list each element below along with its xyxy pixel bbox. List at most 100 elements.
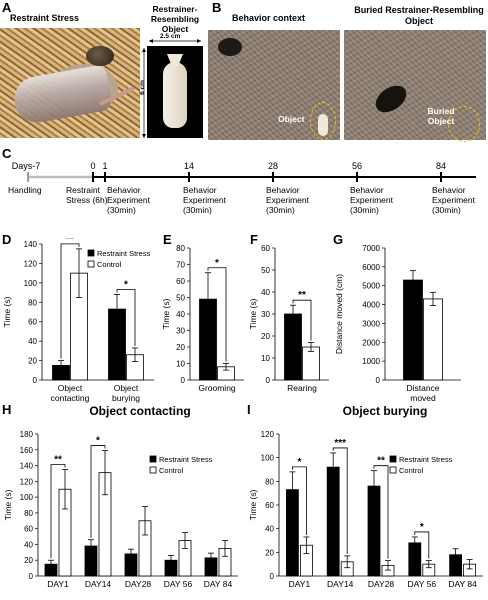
y-tick-label: 100 <box>20 493 34 502</box>
y-tick-label: 20 <box>28 357 37 366</box>
significance-bracket <box>292 299 312 341</box>
y-tick-label: 60 <box>261 244 270 253</box>
chart-h: Object contacting 0 20 40 60 80 100 120 140 160 18… <box>3 404 238 589</box>
panel-letter-c: C <box>2 146 12 161</box>
y-axis-label: Time (s) <box>2 296 12 327</box>
significance-label: ** <box>54 455 62 466</box>
panel-letter-e: E <box>163 232 172 247</box>
y-tick-label: 2000 <box>362 338 380 347</box>
timeline-day-label: Days-7 <box>12 161 41 171</box>
y-tick-label: 180 <box>20 430 34 439</box>
y-tick-label: 4000 <box>362 301 380 310</box>
y-tick-label: 20 <box>176 343 185 352</box>
object-shape <box>163 62 187 128</box>
behavior-context-photo: Object <box>208 30 340 140</box>
x-tick-label: DAY1 <box>289 579 311 589</box>
x-tick-label: Grooming <box>198 383 236 393</box>
y-tick-label: 160 <box>20 446 34 455</box>
timeline: Days-7 0 1 14 28 56 84 Handling RestraintStress … <box>8 161 476 215</box>
legend-swatch <box>389 455 397 463</box>
object-knot <box>167 54 183 66</box>
timeline-day-label: 1 <box>102 161 107 171</box>
timeline-day-label: 14 <box>184 161 194 171</box>
timeline-event-label: (30min) <box>107 205 136 215</box>
y-tick-label: 120 <box>24 259 38 268</box>
y-axis-label: Time (s) <box>248 489 258 520</box>
y-tick-label: 100 <box>24 279 38 288</box>
legend-swatch <box>149 455 157 463</box>
timeline-event-label: Behavior <box>183 185 217 195</box>
timeline-day-label: 84 <box>436 161 446 171</box>
x-tick-label: Rearing <box>287 383 317 393</box>
chart-e: 0 10 20 30 40 50 60 70 80 Time (s) Grooming * <box>161 244 244 393</box>
x-tick-label: DAY 56 <box>164 579 193 589</box>
y-tick-label: 10 <box>176 360 185 369</box>
significance-bracket <box>60 243 80 359</box>
x-tick-label: contacting <box>51 393 90 403</box>
y-tick-label: 6000 <box>362 263 380 272</box>
bar <box>284 313 302 381</box>
restraint-stress-photo <box>0 28 140 138</box>
legend-label: Control <box>399 466 424 475</box>
chart-title: Object contacting <box>89 404 190 418</box>
bar <box>423 298 443 381</box>
y-tick-label: 40 <box>28 337 37 346</box>
buried-object-label: Buried Object <box>427 106 455 126</box>
x-tick-label: DAY 56 <box>408 579 437 589</box>
chart-i: Object burying 0 20 40 60 80 100 120 Time (s) DAY… <box>248 404 483 589</box>
panel-letter-g: G <box>333 232 344 247</box>
y-tick-label: 80 <box>176 244 185 253</box>
y-tick-label: 3000 <box>362 319 380 328</box>
y-tick-label: 50 <box>176 294 185 303</box>
y-tick-label: 80 <box>24 509 33 518</box>
x-tick-label: DAY14 <box>85 579 112 589</box>
y-tick-label: 60 <box>24 525 33 534</box>
timeline-day-label: 28 <box>268 161 278 171</box>
object-dimension-lines <box>142 39 201 138</box>
panel-letter-i: I <box>247 402 251 417</box>
timeline-event-label: Experiment <box>266 195 310 205</box>
timeline-day-label: 56 <box>352 161 362 171</box>
timeline-event-label: Experiment <box>183 195 227 205</box>
object-label: Object <box>278 114 305 124</box>
legend-swatch <box>87 249 95 257</box>
y-tick-label: 30 <box>261 310 270 319</box>
y-axis-label: Distance moved (cm) <box>334 274 344 354</box>
legend-label: Restraint Stress <box>159 455 213 464</box>
buried-object-photo: Buried Object <box>344 30 486 142</box>
y-tick-label: 30 <box>176 327 185 336</box>
panel-letter-d: D <box>2 232 12 247</box>
timeline-event-label: Behavior <box>350 185 384 195</box>
y-tick-label: 140 <box>20 462 34 471</box>
restrainer-object-title: Restrainer-Resembling Object <box>150 4 200 34</box>
x-tick-label: DAY28 <box>125 579 152 589</box>
y-tick-label: 40 <box>24 540 33 549</box>
y-axis-label: Time (s) <box>248 298 258 329</box>
significance-label: * <box>420 522 424 533</box>
buried-object-highlight-circle <box>448 106 480 142</box>
x-tick-label: DAY 84 <box>448 579 477 589</box>
buried-object-title: Buried Restrainer-Resembling Object <box>354 5 484 26</box>
significance-bracket <box>373 465 389 559</box>
y-tick-label: 5000 <box>362 282 380 291</box>
object-photo <box>147 46 203 138</box>
timeline-event-label: Restraint <box>66 185 101 195</box>
y-tick-label: 140 <box>24 240 38 249</box>
y-tick-label: 7000 <box>362 244 380 253</box>
significance-label: *** <box>334 438 346 449</box>
x-tick-label: DAY28 <box>368 579 395 589</box>
chart-title: Object burying <box>343 404 428 418</box>
bar <box>302 346 320 381</box>
timeline-event-label: Behavior <box>107 185 141 195</box>
significance-label: ** <box>298 290 306 301</box>
y-tick-label: 10 <box>261 354 270 363</box>
y-tick-label: 20 <box>24 556 33 565</box>
y-tick-label: 40 <box>261 288 270 297</box>
y-tick-label: 1000 <box>362 357 380 366</box>
panel-letter-f: F <box>250 232 258 247</box>
y-tick-label: 0 <box>29 572 34 581</box>
legend-label: Restraint Stress <box>97 249 151 258</box>
timeline-event-label: Experiment <box>107 195 151 205</box>
y-tick-label: 50 <box>261 266 270 275</box>
significance-label: * <box>297 457 301 468</box>
